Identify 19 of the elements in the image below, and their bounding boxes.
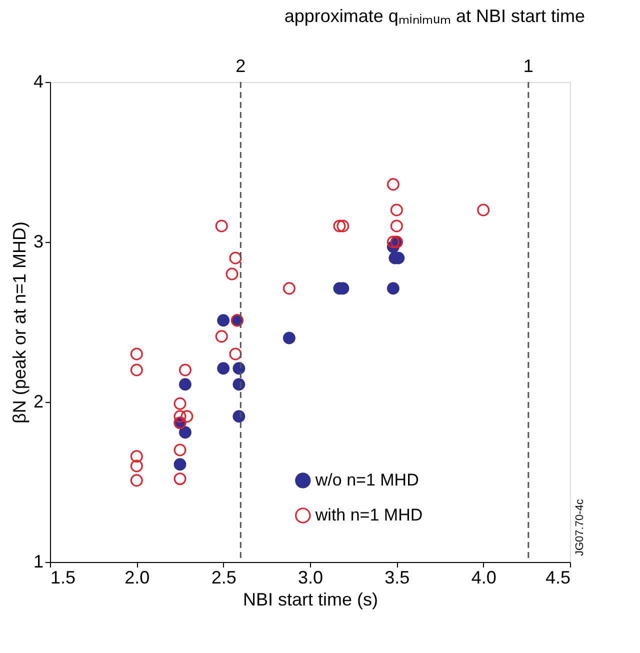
annotation: 2 xyxy=(236,56,246,76)
x-tick-label: 1.5 xyxy=(50,568,76,588)
legend-label: w/o n=1 MHD xyxy=(314,470,419,490)
y-tick-label: 1 xyxy=(33,552,44,572)
y-tick-label: 3 xyxy=(33,232,44,252)
y-tick-label: 4 xyxy=(33,72,44,92)
y-tick-label: 2 xyxy=(33,392,44,412)
x-tick-label: 2.5 xyxy=(211,568,236,588)
y-axis-title: βN (peak or at n=1 MHD) xyxy=(9,222,30,424)
x-tick-label: 3.0 xyxy=(298,568,324,588)
x-axis-title: NBI start time (s) xyxy=(242,590,378,610)
x-tick-label: 4.5 xyxy=(545,568,570,588)
x-tick-label: 3.5 xyxy=(384,568,410,588)
chart-title: approximate qₘᵢₙᵢₘᵤₘ at NBI start time xyxy=(284,6,585,26)
x-tick-label: 2.0 xyxy=(124,568,150,588)
legend-label: with n=1 MHD xyxy=(314,506,423,524)
annotation: 1 xyxy=(523,56,534,76)
x-tick-label: 4.0 xyxy=(471,568,496,588)
text: JG07.70-4c xyxy=(574,498,586,556)
